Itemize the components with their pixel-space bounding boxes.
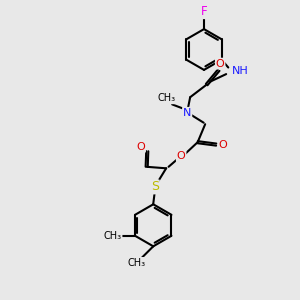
Text: O: O xyxy=(218,140,227,150)
Text: N: N xyxy=(183,108,191,118)
Text: CH₃: CH₃ xyxy=(103,231,122,241)
Text: O: O xyxy=(177,151,185,161)
Text: CH₃: CH₃ xyxy=(128,258,146,268)
Text: O: O xyxy=(136,142,145,152)
Text: CH₃: CH₃ xyxy=(157,93,175,103)
Text: NH: NH xyxy=(232,66,249,76)
Text: F: F xyxy=(201,5,207,18)
Text: O: O xyxy=(216,58,224,69)
Text: S: S xyxy=(151,180,159,194)
